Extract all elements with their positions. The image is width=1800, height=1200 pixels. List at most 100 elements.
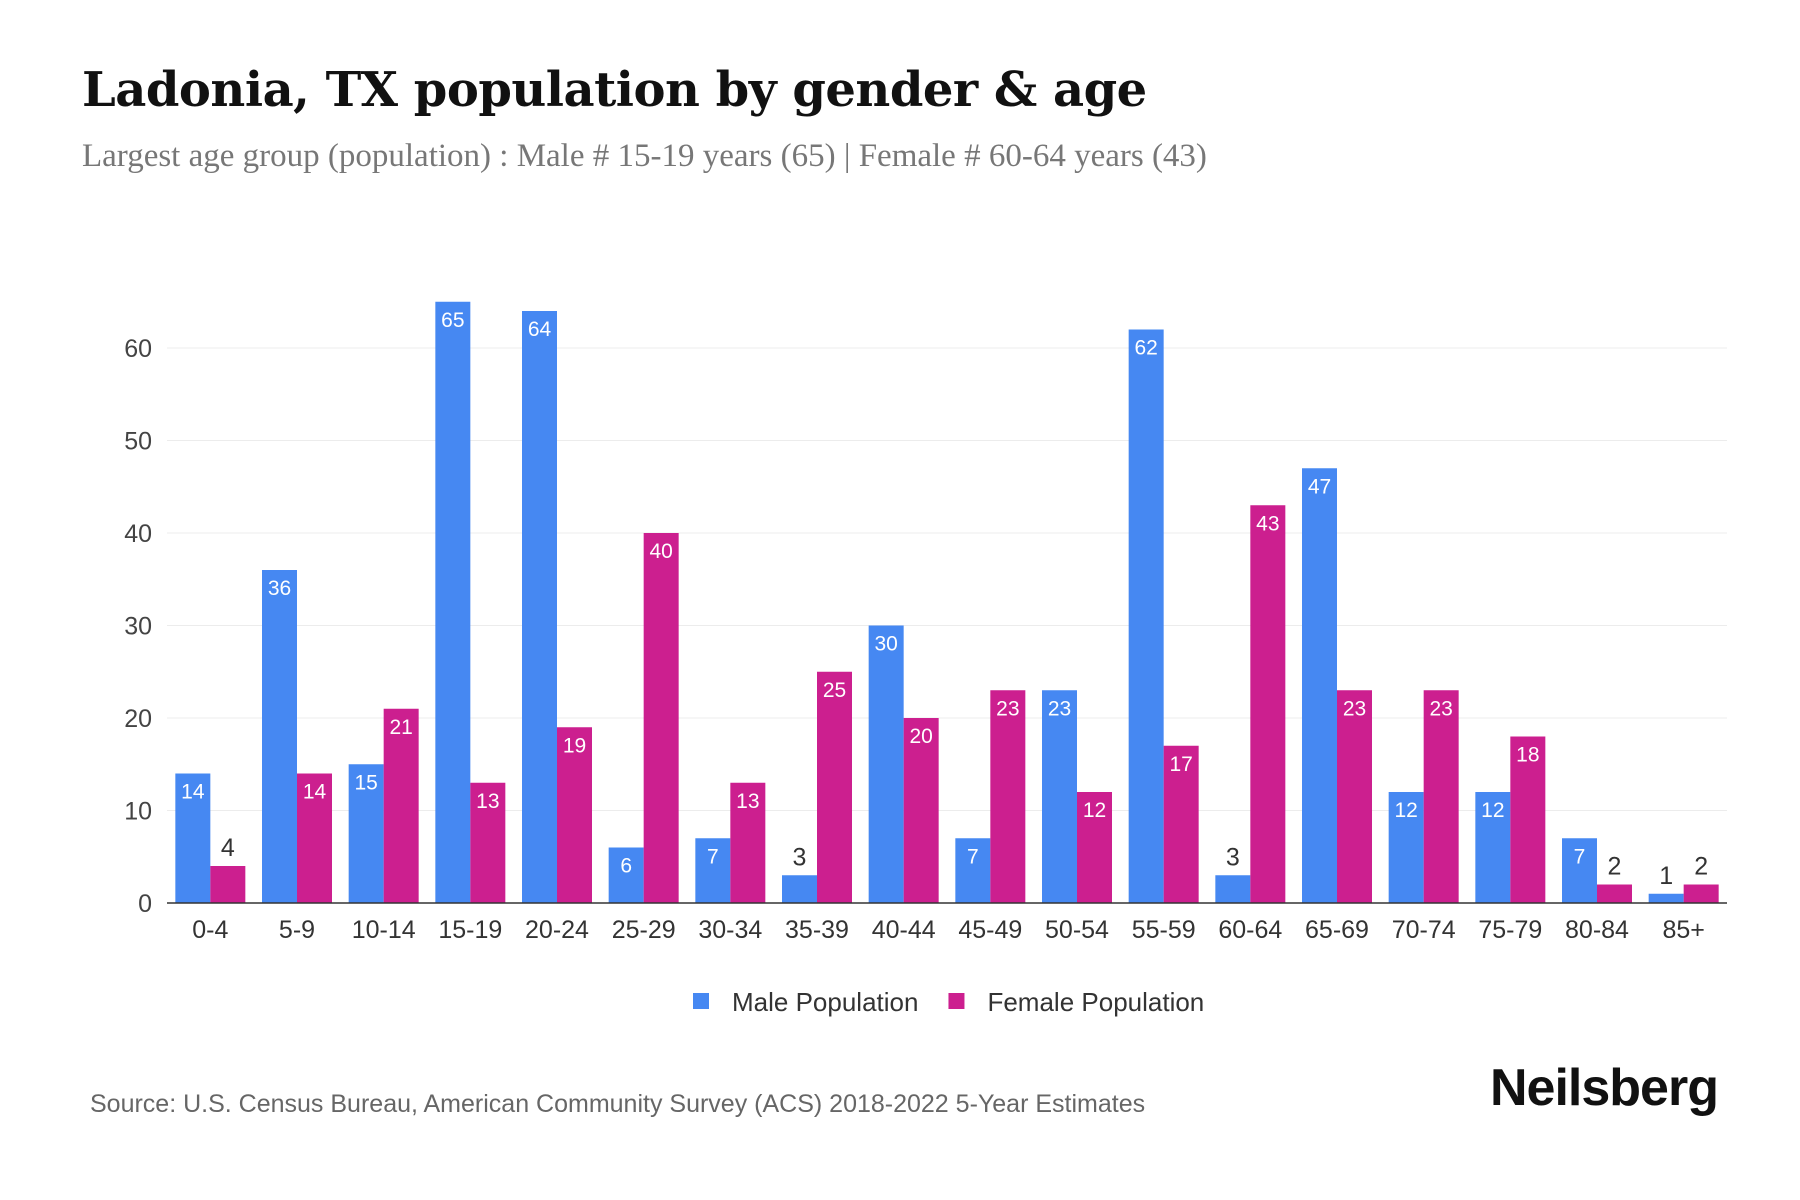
data-label: 36 [268, 577, 291, 600]
x-tick-label: 0-4 [192, 916, 228, 944]
data-label: 2 [1694, 853, 1708, 881]
x-tick-label: 85+ [1662, 916, 1704, 944]
x-tick-label: 55-59 [1132, 916, 1196, 944]
data-label: 23 [996, 697, 1019, 720]
x-tick-label: 20-24 [525, 916, 589, 944]
data-label: 12 [1083, 799, 1106, 822]
data-label: 6 [620, 855, 632, 878]
y-tick-label: 60 [124, 335, 152, 363]
neilsberg-logo: Neilsberg [1490, 1059, 1719, 1117]
data-label: 18 [1516, 744, 1539, 767]
female-bar [1077, 792, 1112, 903]
data-label: 2 [1608, 853, 1622, 881]
male-bar [1388, 792, 1424, 903]
y-tick-label: 30 [124, 613, 152, 641]
male-bar [348, 764, 384, 903]
data-label: 20 [909, 725, 932, 748]
data-label: 43 [1256, 512, 1279, 535]
female-bar [470, 782, 506, 903]
data-label: 17 [1169, 753, 1192, 776]
data-label: 4 [221, 834, 235, 862]
data-label: 13 [736, 790, 759, 813]
data-label: 25 [823, 679, 846, 702]
x-tick-label: 40-44 [872, 916, 936, 944]
male-bar [782, 875, 817, 903]
y-tick-label: 20 [124, 705, 152, 733]
legend-swatch [693, 993, 709, 1009]
y-tick-label: 50 [124, 428, 152, 456]
bar-chart: 01020304050601440-436145-9152110-1465131… [124, 301, 1727, 1017]
male-bar [262, 570, 297, 903]
legend-label: Male Population [732, 987, 918, 1017]
female-bar [1683, 884, 1719, 903]
male-bar [1562, 838, 1597, 903]
male-bar [695, 838, 731, 903]
male-bar [1215, 875, 1251, 903]
data-label: 14 [181, 781, 205, 804]
source-note: Source: U.S. Census Bureau, American Com… [90, 1090, 1146, 1118]
x-tick-label: 45-49 [958, 916, 1022, 944]
female-bar [1597, 884, 1632, 903]
male-bar [1302, 468, 1337, 903]
male-bar [175, 773, 211, 903]
data-label: 3 [1226, 843, 1240, 871]
x-tick-label: 60-64 [1218, 916, 1282, 944]
male-bar [955, 838, 991, 903]
data-label: 14 [303, 781, 327, 804]
female-bar [297, 773, 332, 903]
chart-subtitle: Largest age group (population) : Male # … [82, 138, 1207, 174]
data-label: 65 [441, 309, 464, 332]
data-label: 47 [1308, 475, 1331, 498]
data-label: 12 [1481, 799, 1504, 822]
x-tick-label: 5-9 [279, 916, 315, 944]
data-label: 23 [1343, 697, 1366, 720]
male-bar [522, 311, 557, 903]
legend-swatch [948, 993, 965, 1009]
x-tick-label: 65-69 [1305, 916, 1369, 944]
male-bar [868, 625, 904, 903]
data-label: 7 [1574, 845, 1586, 868]
data-label: 12 [1394, 799, 1417, 822]
data-label: 23 [1429, 697, 1452, 720]
data-label: 64 [528, 318, 552, 341]
x-tick-label: 70-74 [1392, 916, 1456, 944]
data-label: 23 [1048, 697, 1071, 720]
y-tick-label: 10 [124, 798, 152, 826]
x-tick-label: 75-79 [1478, 916, 1542, 944]
female-bar [1163, 745, 1199, 903]
x-tick-label: 35-39 [785, 916, 849, 944]
female-bar [383, 708, 419, 903]
female-bar [1337, 690, 1372, 903]
data-label: 30 [874, 633, 897, 656]
x-tick-label: 80-84 [1565, 916, 1629, 944]
data-label: 7 [707, 845, 719, 868]
data-label: 40 [649, 540, 672, 563]
chart-title: Ladonia, TX population by gender & age [82, 62, 1147, 118]
female-bar [730, 782, 766, 903]
data-label: 7 [967, 845, 979, 868]
female-bar [990, 690, 1026, 903]
female-bar [643, 533, 679, 903]
x-tick-label: 50-54 [1045, 916, 1109, 944]
male-bar [435, 301, 471, 903]
data-label: 19 [563, 734, 586, 757]
female-bar [817, 671, 852, 903]
male-bar [1648, 893, 1684, 903]
data-label: 3 [793, 843, 807, 871]
data-label: 15 [354, 771, 377, 794]
data-label: 1 [1659, 862, 1673, 890]
male-bar [608, 847, 644, 903]
female-bar [557, 727, 592, 903]
x-tick-label: 30-34 [698, 916, 762, 944]
male-bar [1042, 690, 1077, 903]
female-bar [1423, 690, 1459, 903]
male-bar [1128, 329, 1164, 903]
x-tick-label: 10-14 [352, 916, 416, 944]
x-tick-label: 25-29 [612, 916, 676, 944]
y-tick-label: 40 [124, 520, 152, 548]
x-tick-label: 15-19 [438, 916, 502, 944]
data-label: 62 [1134, 337, 1157, 360]
data-label: 13 [476, 790, 499, 813]
legend-label: Female Population [987, 987, 1204, 1017]
